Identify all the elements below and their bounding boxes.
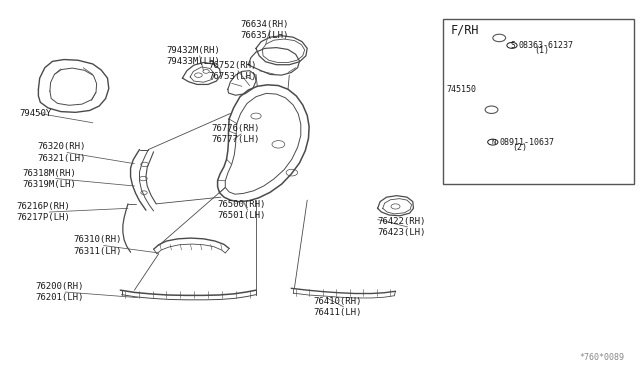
FancyBboxPatch shape	[443, 19, 634, 184]
Text: (2): (2)	[512, 143, 527, 152]
Text: 76752(RH)
76753(LH): 76752(RH) 76753(LH)	[208, 61, 257, 81]
Text: N: N	[492, 140, 495, 145]
Text: 76422(RH)
76423(LH): 76422(RH) 76423(LH)	[378, 217, 426, 237]
Text: 08363-61237: 08363-61237	[518, 41, 573, 50]
Text: 76776(RH)
76777(LH): 76776(RH) 76777(LH)	[211, 124, 260, 144]
Text: 76320(RH)
76321(LH): 76320(RH) 76321(LH)	[37, 142, 86, 163]
Text: 76634(RH)
76635(LH): 76634(RH) 76635(LH)	[240, 20, 289, 40]
Text: F/RH: F/RH	[451, 23, 479, 36]
Text: 76410(RH)
76411(LH): 76410(RH) 76411(LH)	[314, 297, 362, 317]
Text: 76318M(RH)
76319M(LH): 76318M(RH) 76319M(LH)	[22, 169, 76, 189]
Text: 79432M(RH)
79433M(LH): 79432M(RH) 79433M(LH)	[166, 46, 220, 66]
Text: (1): (1)	[534, 46, 548, 55]
Text: S: S	[510, 41, 515, 50]
Text: 745150: 745150	[447, 85, 477, 94]
Text: *760*0089: *760*0089	[579, 353, 624, 362]
Text: 76200(RH)
76201(LH): 76200(RH) 76201(LH)	[35, 282, 84, 302]
Text: 76310(RH)
76311(LH): 76310(RH) 76311(LH)	[74, 235, 122, 256]
Text: 79450Y: 79450Y	[19, 109, 51, 118]
Text: 76500(RH)
76501(LH): 76500(RH) 76501(LH)	[218, 200, 266, 220]
Text: 76216P(RH)
76217P(LH): 76216P(RH) 76217P(LH)	[16, 202, 70, 222]
Text: 08911-10637: 08911-10637	[499, 138, 554, 147]
